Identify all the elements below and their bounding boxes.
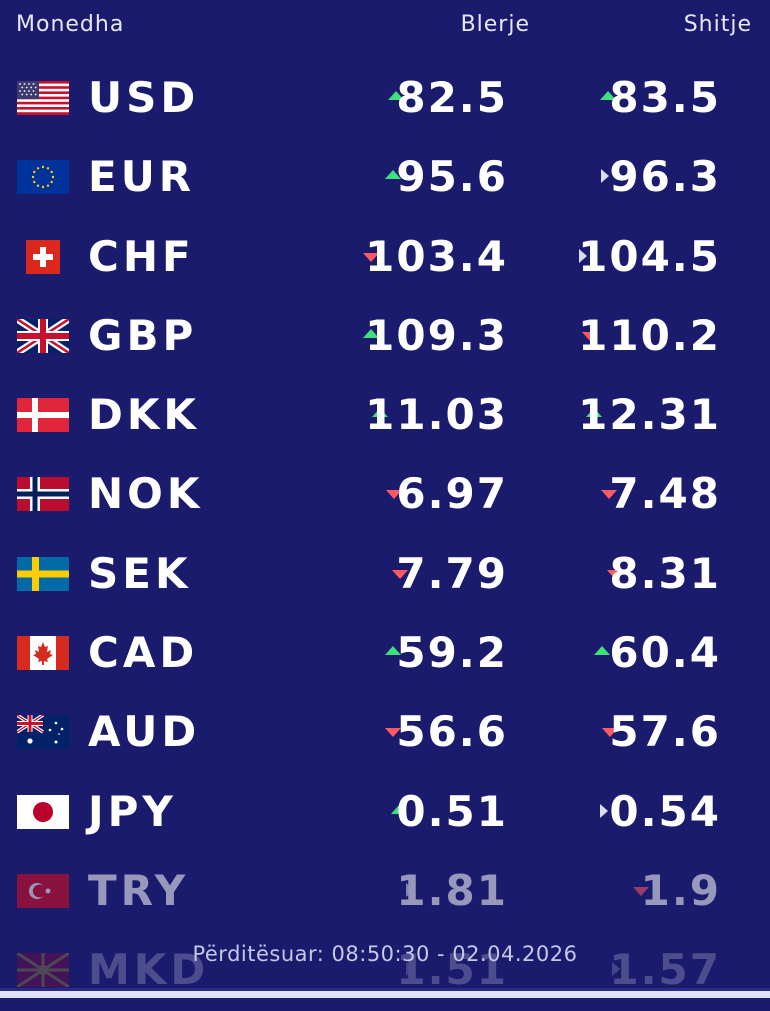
mk-flag-icon <box>17 953 69 988</box>
last-updated-label: Përditësuar: 08:50:30 - 02.04.2026 <box>192 942 578 966</box>
trend-up-icon <box>385 170 401 180</box>
buy-rate: 1.51 <box>396 945 508 995</box>
currency-code: AUD <box>88 707 201 757</box>
header-buy: Blerje <box>460 12 530 37</box>
buy-rate: 11.03 <box>365 390 508 440</box>
sell-rate: 12.31 <box>578 390 721 440</box>
trend-up-icon <box>363 328 379 338</box>
currency-code: CHF <box>88 231 195 281</box>
trend-down-icon <box>582 331 598 341</box>
currency-code: GBP <box>88 310 198 360</box>
sell-rate: 1.9 <box>640 865 721 915</box>
rate-row-aud: AUD 56.6 57.6 <box>0 693 770 772</box>
trend-down-icon <box>602 728 618 738</box>
trend-up-icon <box>600 91 616 100</box>
sell-rate: 0.54 <box>609 786 721 836</box>
buy-rate: 95.6 <box>396 152 508 202</box>
trend-up-icon <box>391 804 407 814</box>
trend-flat-icon <box>600 803 608 818</box>
currency-code: CAD <box>88 628 199 678</box>
sell-rate: 1.57 <box>609 945 721 995</box>
no-flag-icon <box>17 477 69 512</box>
buy-rate: 7.79 <box>396 548 508 598</box>
tr-flag-icon <box>17 873 69 908</box>
sell-rate: 57.6 <box>609 707 721 757</box>
header-currency: Monedha <box>16 12 125 37</box>
trend-flat-icon <box>612 962 620 977</box>
buy-rate: 103.4 <box>365 231 508 281</box>
trend-flat-icon <box>579 248 587 263</box>
buy-rate: 109.3 <box>365 310 508 360</box>
sell-rate: 104.5 <box>578 231 721 281</box>
us-flag-icon <box>17 81 69 115</box>
buy-rate: 82.5 <box>396 73 508 122</box>
rate-row-usd: USD 82.5 83.5 <box>0 59 770 138</box>
buy-rate: 0.51 <box>396 786 508 836</box>
trend-up-icon <box>594 646 610 656</box>
currency-code: DKK <box>88 390 200 440</box>
se-flag-icon <box>17 556 69 591</box>
currency-code: EUR <box>88 152 196 202</box>
trend-up-icon <box>385 646 401 656</box>
column-headers: Monedha Blerje Shitje <box>0 12 770 44</box>
eu-flag-icon <box>17 160 69 195</box>
dk-flag-icon <box>17 398 69 433</box>
rate-row-eur: EUR 95.6 96.3 <box>0 138 770 217</box>
sell-rate: 60.4 <box>609 628 721 678</box>
sell-rate: 96.3 <box>609 152 721 202</box>
trend-up-icon <box>388 91 404 100</box>
sell-rate: 8.31 <box>609 548 721 598</box>
rate-row-cad: CAD 59.2 60.4 <box>0 614 770 693</box>
buy-rate: 1.81 <box>396 865 508 915</box>
currency-code: USD <box>88 73 200 122</box>
rate-row-sek: SEK 7.79 8.31 <box>0 535 770 614</box>
sell-rate: 7.48 <box>609 469 721 519</box>
buy-rate: 59.2 <box>396 628 508 678</box>
rate-row-chf: CHF 103.4 104.5 <box>0 218 770 297</box>
buy-rate: 6.97 <box>396 469 508 519</box>
gb-flag-icon <box>17 318 69 353</box>
trend-down-icon <box>392 569 408 579</box>
trend-flat-icon <box>406 962 414 977</box>
trend-down-icon <box>601 490 617 500</box>
currency-code: NOK <box>88 469 204 519</box>
trend-down-icon <box>607 569 623 579</box>
rate-row-gbp: GBP 109.3 110.2 <box>0 297 770 376</box>
rate-row-nok: NOK 6.97 7.48 <box>0 455 770 534</box>
trend-up-icon <box>372 408 388 418</box>
ca-flag-icon <box>17 636 69 671</box>
trend-down-icon <box>633 886 649 896</box>
rate-row-mkd: MKD 1.51 1.57 <box>0 931 770 1010</box>
bottom-scroll-bar <box>0 988 770 998</box>
rate-row-dkk: DKK 11.03 12.31 <box>0 376 770 455</box>
currency-code: SEK <box>88 548 192 598</box>
jp-flag-icon <box>17 794 69 829</box>
trend-down-icon <box>386 490 402 500</box>
currency-code: JPY <box>88 786 177 836</box>
ch-flag-icon <box>17 239 69 274</box>
sell-rate: 110.2 <box>578 310 721 360</box>
trend-down-icon <box>385 728 401 738</box>
header-sell: Shitje <box>683 12 752 37</box>
trend-flat-icon <box>406 882 414 897</box>
buy-rate: 56.6 <box>396 707 508 757</box>
au-flag-icon <box>17 715 69 750</box>
trend-down-icon <box>363 252 379 262</box>
bottom-bar-edge <box>0 988 770 991</box>
sell-rate: 83.5 <box>609 73 721 122</box>
currency-code: TRY <box>88 865 190 915</box>
rate-row-try: TRY 1.81 1.9 <box>0 852 770 931</box>
trend-flat-icon <box>601 169 609 184</box>
rates-list: USD 82.5 83.5 EUR 95.6 96.3 <box>0 59 770 1011</box>
rate-row-jpy: JPY 0.51 0.54 <box>0 773 770 852</box>
trend-up-icon <box>586 408 602 418</box>
currency-code: MKD <box>88 945 210 995</box>
